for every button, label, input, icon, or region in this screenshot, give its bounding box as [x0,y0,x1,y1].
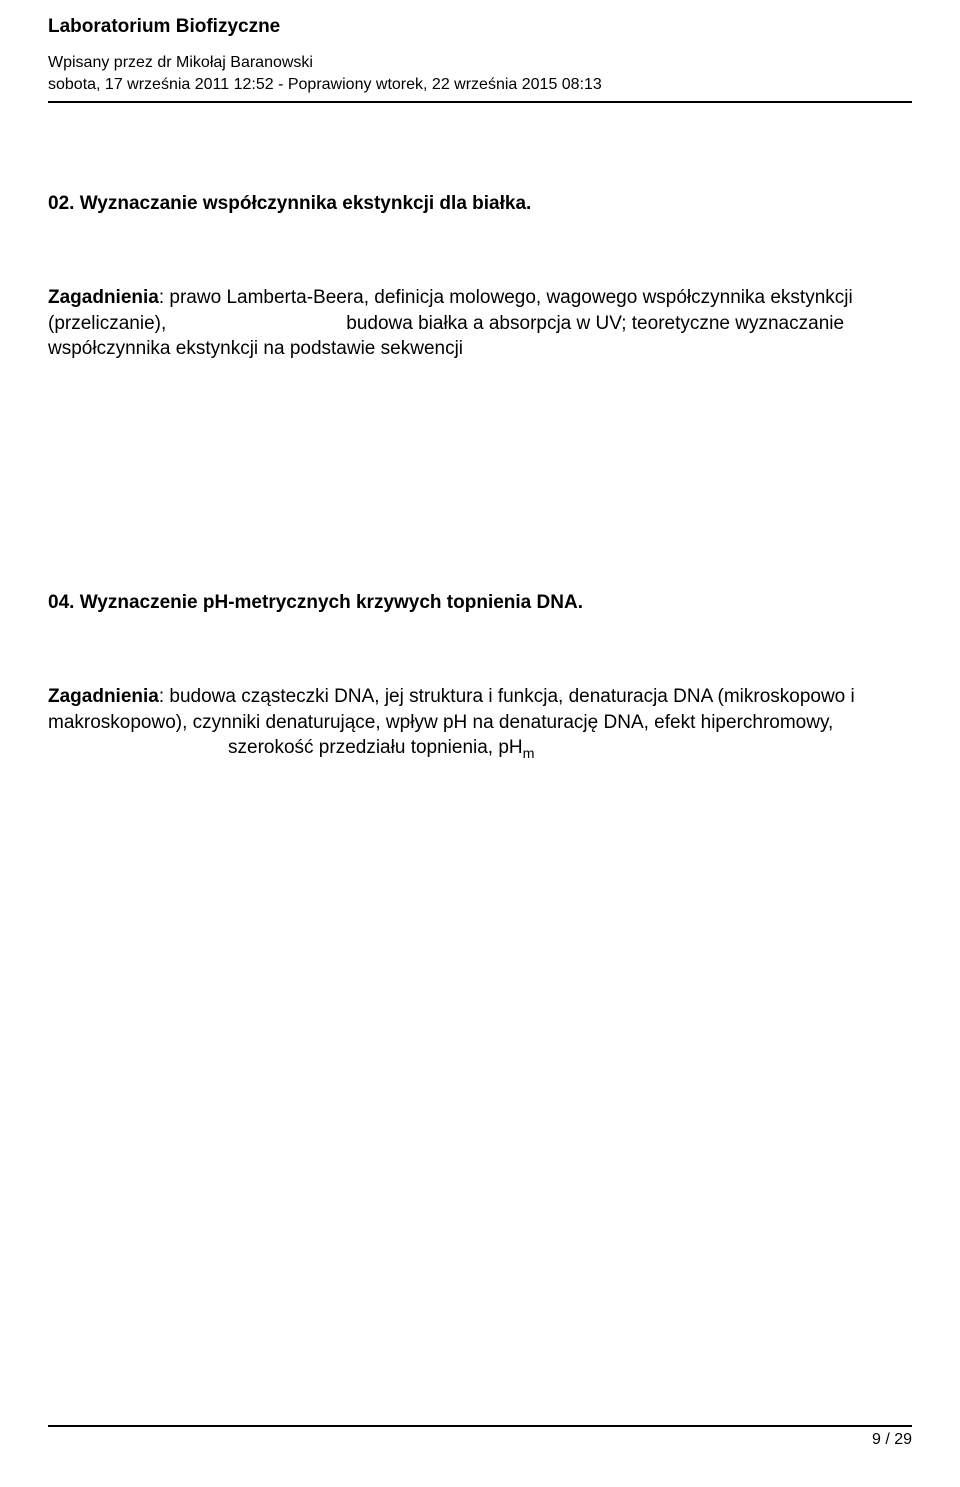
section-body-02: Zagadnienia: prawo Lamberta-Beera, defin… [48,285,912,362]
header-author-line: Wpisany przez dr Mikołaj Baranowski [48,52,912,74]
header-date-line: sobota, 17 września 2011 12:52 - Poprawi… [48,74,912,96]
page-container: Laboratorium Biofizyczne Wpisany przez d… [0,0,960,1487]
label-zagadnienia-02: Zagadnienia [48,287,159,308]
header-title: Laboratorium Biofizyczne [48,16,912,38]
page-header: Laboratorium Biofizyczne Wpisany przez d… [48,16,912,103]
section-04-body-a: : budowa cząsteczki DNA, jej struktura i… [48,686,855,733]
page-footer: 9 / 29 [48,1425,912,1449]
page-number: 9 / 29 [48,1431,912,1449]
label-zagadnienia-04: Zagadnienia [48,686,159,707]
section-04-body-b: szerokość przedziału topnienia, pH [228,737,523,758]
section-title-04: 04. Wyznaczenie pH-metrycznych krzywych … [48,592,912,614]
page-content: 02. Wyznaczanie współczynnika ekstynkcji… [48,193,912,764]
section-02-body-b: budowa białka a absorpcja w UV; teoretyc… [48,313,844,360]
footer-rule [48,1425,912,1427]
section-04-subscript: m [523,746,535,762]
section-title-02: 02. Wyznaczanie współczynnika ekstynkcji… [48,193,912,215]
header-rule [48,101,912,103]
section-body-04: Zagadnienia: budowa cząsteczki DNA, jej … [48,684,912,764]
